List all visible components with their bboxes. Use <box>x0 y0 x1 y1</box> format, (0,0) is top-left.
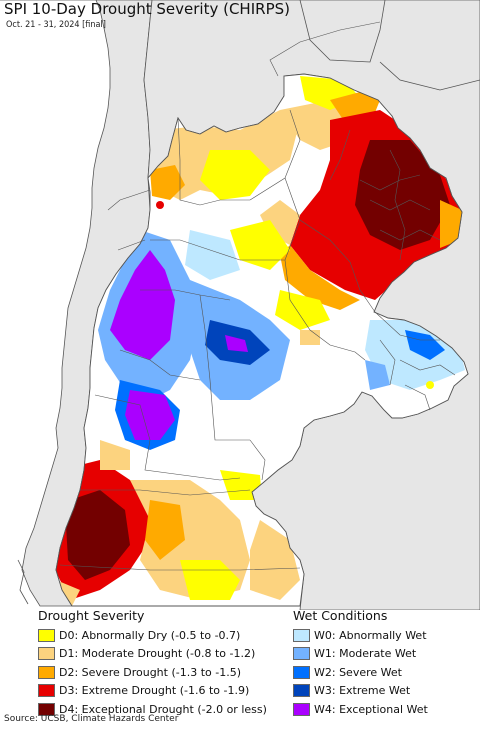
legend-item-w1: W1: Moderate Wet <box>293 645 478 664</box>
legend-item-w4: W4: Exceptional Wet <box>293 700 478 719</box>
map-title: SPI 10-Day Drought Severity (CHIRPS) <box>4 0 290 18</box>
legend-item-w0: W0: Abnormally Wet <box>293 626 478 645</box>
source-credit: Source: UCSB, Climate Hazards Center <box>4 714 179 724</box>
legend-item-d0: D0: Abnormally Dry (-0.5 to -0.7) <box>38 626 288 645</box>
map-subtitle: Oct. 21 - 31, 2024 [final] <box>6 20 106 30</box>
legend-item-d2: D2: Severe Drought (-1.3 to -1.5) <box>38 663 288 682</box>
legend-item-w2: W2: Severe Wet <box>293 663 478 682</box>
swatch-d4 <box>38 702 55 716</box>
legend-label-d2: D2: Severe Drought (-1.3 to -1.5) <box>59 665 242 679</box>
swatch-w4 <box>293 702 310 716</box>
swatch-d1 <box>38 647 55 661</box>
legend-label-w2: W2: Severe Wet <box>314 665 402 679</box>
swatch-w1 <box>293 647 310 661</box>
legend-label-d3: D3: Extreme Drought (-1.6 to -1.9) <box>59 684 250 698</box>
drought-legend-title: Drought Severity <box>38 608 145 623</box>
legend-label-w3: W3: Extreme Wet <box>314 684 411 698</box>
legend-label-d1: D1: Moderate Drought (-0.8 to -1.2) <box>59 647 256 661</box>
wet-legend-title: Wet Conditions <box>293 608 388 623</box>
legend-item-d3: D3: Extreme Drought (-1.6 to -1.9) <box>38 682 288 701</box>
swatch-w3 <box>293 684 310 698</box>
admin-borders <box>55 21 469 607</box>
swatch-d0 <box>38 628 55 642</box>
swatch-w0 <box>293 628 310 642</box>
swatch-d3 <box>38 684 55 698</box>
swatch-d2 <box>38 665 55 679</box>
legend-item-d1: D1: Moderate Drought (-0.8 to -1.2) <box>38 645 288 664</box>
swatch-w2 <box>293 665 310 679</box>
legend-label-d0: D0: Abnormally Dry (-0.5 to -0.7) <box>59 628 241 642</box>
legend-label-d4: D4: Exceptional Drought (-2.0 or less) <box>59 702 267 716</box>
drought-legend: Drought Severity D0: Abnormally Dry (-0.… <box>38 608 288 719</box>
legend-label-w0: W0: Abnormally Wet <box>314 628 427 642</box>
legend-item-w3: W3: Extreme Wet <box>293 682 478 701</box>
drought-map <box>0 0 480 610</box>
legend-label-w4: W4: Exceptional Wet <box>314 702 428 716</box>
wet-legend: Wet Conditions W0: Abnormally Wet W1: Mo… <box>293 608 478 719</box>
legend-item-d4: D4: Exceptional Drought (-2.0 or less) <box>38 700 288 719</box>
legend-label-w1: W1: Moderate Wet <box>314 647 417 661</box>
